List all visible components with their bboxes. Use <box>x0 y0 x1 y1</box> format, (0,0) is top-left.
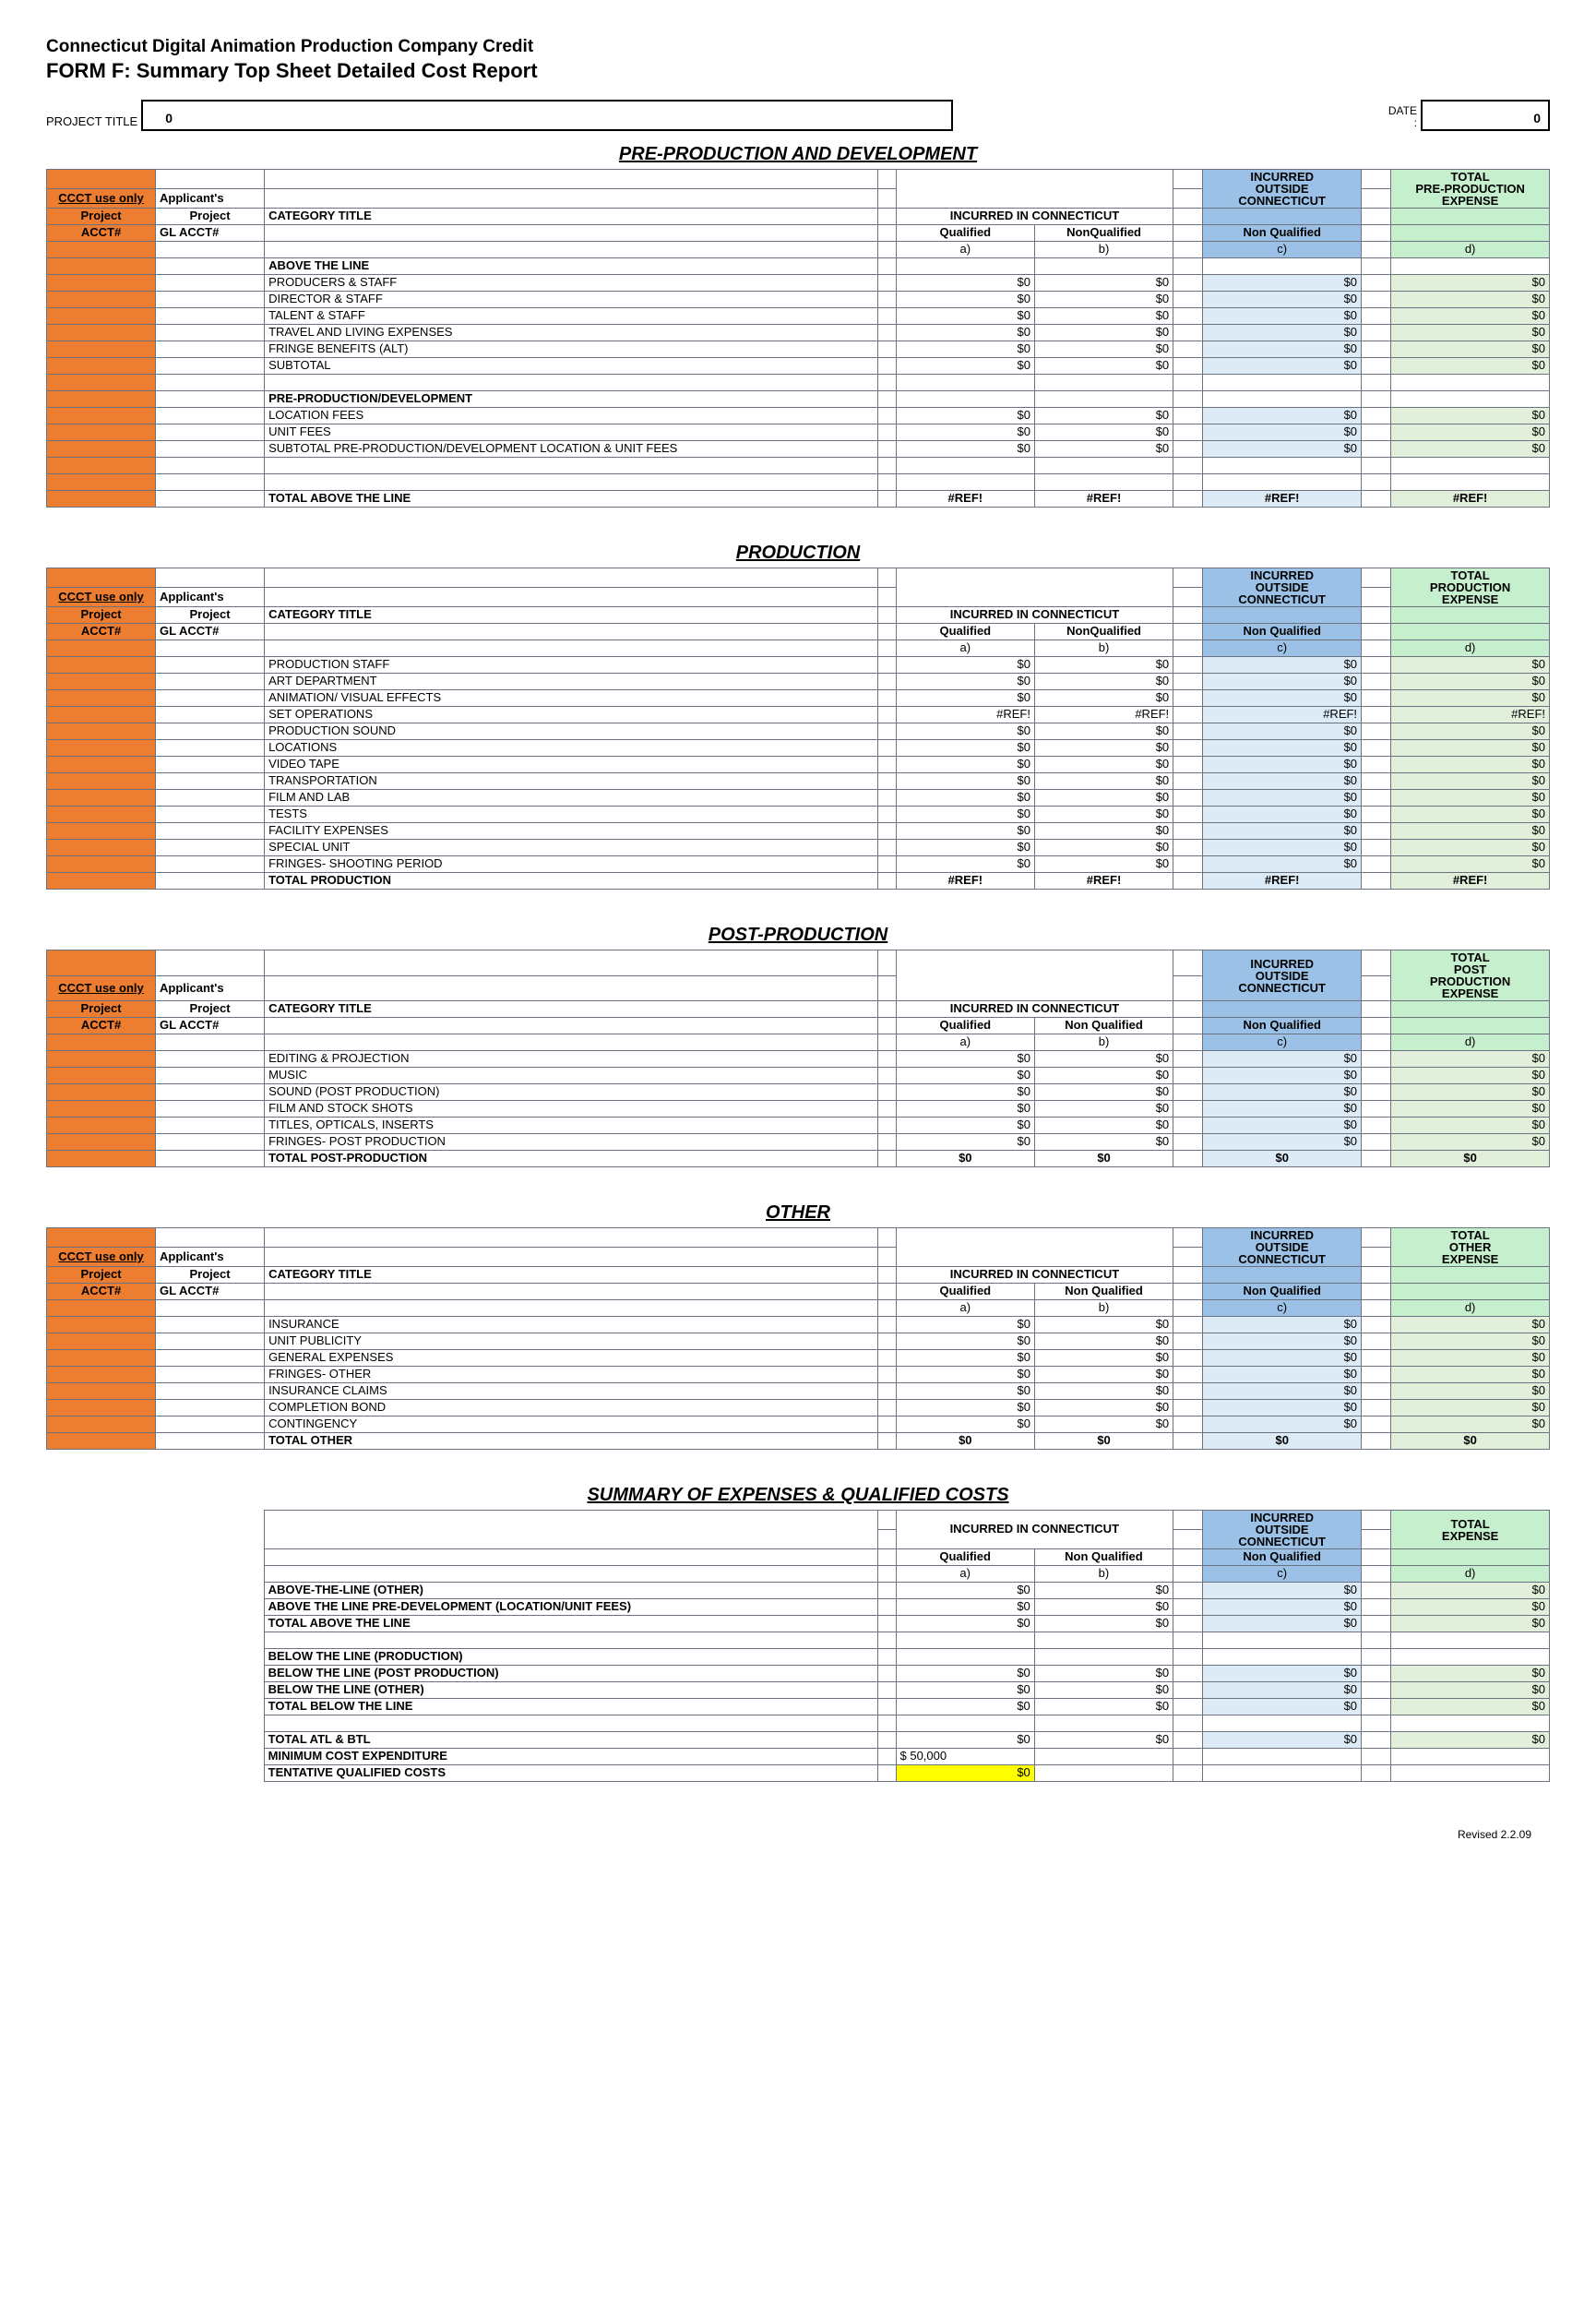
project-title-box[interactable]: 0 <box>141 100 953 131</box>
section-table: INCURREDOUTSIDECONNECTICUTTOTALPOSTPRODU… <box>46 950 1550 1167</box>
doc-title-1: Connecticut Digital Animation Production… <box>46 37 1550 57</box>
section-table: INCURREDOUTSIDECONNECTICUTTOTALPRE-PRODU… <box>46 169 1550 508</box>
date-label: DATE: <box>1388 105 1417 131</box>
section-table: INCURREDOUTSIDECONNECTICUTTOTALOTHEREXPE… <box>46 1227 1550 1450</box>
doc-title-2: FORM F: Summary Top Sheet Detailed Cost … <box>46 59 1550 83</box>
section-title: POST-PRODUCTION <box>46 925 1550 946</box>
summary-table: INCURRED IN CONNECTICUTINCURREDOUTSIDECO… <box>46 1510 1550 1782</box>
section-table: INCURREDOUTSIDECONNECTICUTTOTALPRODUCTIO… <box>46 568 1550 890</box>
section-title: OTHER <box>46 1202 1550 1224</box>
project-row: PROJECT TITLE 0 DATE: 0 <box>46 100 1550 131</box>
summary-title: SUMMARY OF EXPENSES & QUALIFIED COSTS <box>46 1485 1550 1506</box>
project-title-label: PROJECT TITLE <box>46 114 137 131</box>
section-title: PRODUCTION <box>46 543 1550 564</box>
revised-footer: Revised 2.2.09 <box>46 1828 1550 1841</box>
date-box[interactable]: 0 <box>1421 100 1550 131</box>
section-title: PRE-PRODUCTION AND DEVELOPMENT <box>46 144 1550 165</box>
